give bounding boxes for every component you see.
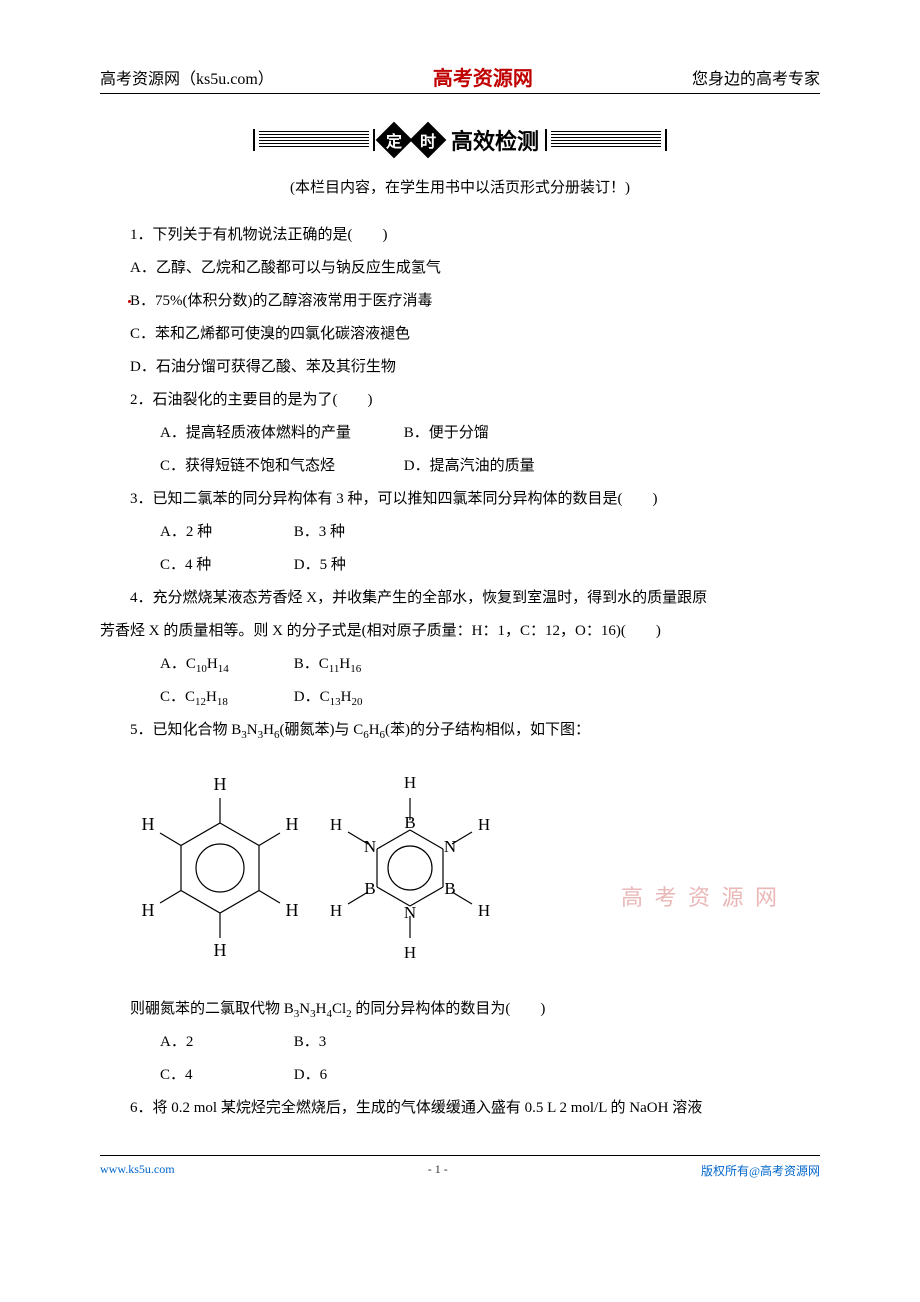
banner-diamond-2-text: 时 xyxy=(420,128,436,152)
q2-opts-row1: A．提高轻质液体燃料的产量 B．便于分馏 xyxy=(100,417,820,450)
q5-opt-b: B．3 xyxy=(264,1026,394,1059)
header-center-logo: 高考资源网 xyxy=(433,62,533,91)
q5-opts-row1: A．2 B．3 xyxy=(100,1026,820,1059)
borazine-ring-3: B xyxy=(444,879,455,898)
q1-opt-a: A．乙醇、乙烷和乙酸都可以与钠反应生成氢气 xyxy=(100,252,820,285)
section-banner: 定 时 高效检测 xyxy=(100,124,820,156)
q1-opt-b-text: B．75%(体积分数)的乙醇溶液常用于医疗消毒 xyxy=(130,293,433,309)
banner-diamond-1-text: 定 xyxy=(386,128,402,152)
q2-stem: 2．石油裂化的主要目的是为了( ) xyxy=(100,384,820,417)
q3-opt-b: B．3 种 xyxy=(264,516,394,549)
q5-opt-d: D．6 xyxy=(264,1059,394,1092)
benzene-H-5: H xyxy=(142,900,155,920)
page-header: 高考资源网（ks5u.com） 高考资源网 您身边的高考专家 xyxy=(100,60,820,94)
banner-rails-left xyxy=(259,131,369,149)
header-right: 您身边的高考专家 xyxy=(692,65,820,89)
benzene-H-3: H xyxy=(286,900,299,920)
benzene-H-1: H xyxy=(214,774,227,794)
footer-right: 版权所有@高考资源网 xyxy=(701,1162,820,1179)
q4-opt-a: A．C10H14 xyxy=(130,648,260,681)
page-footer: www.ks5u.com - 1 - 版权所有@高考资源网 xyxy=(100,1155,820,1179)
q5-opts-row2: C．4 D．6 xyxy=(100,1059,820,1092)
q4-stem-line1: 4．充分燃烧某液态芳香烃 X，并收集产生的全部水，恢复到室温时，得到水的质量跟原 xyxy=(100,582,820,615)
banner-rail-end-left xyxy=(253,129,255,151)
q2-opt-d: D．提高汽油的质量 xyxy=(374,450,614,483)
borazine-H-2: H xyxy=(478,815,490,834)
molecule-svg: H H H H H H xyxy=(140,758,520,978)
borazine-H-3: H xyxy=(478,901,490,920)
q4-opt-d: D．C13H20 xyxy=(264,681,394,714)
borazine-ring-1: B xyxy=(404,813,415,832)
borazine-ring-5: B xyxy=(364,879,375,898)
q2-opts-row2: C．获得短链不饱和气态烃 D．提高汽油的质量 xyxy=(100,450,820,483)
q4-stem-line2: 芳香烃 X 的质量相等。则 X 的分子式是(相对原子质量：H：1，C：12，O：… xyxy=(100,615,820,648)
benzene-H-2: H xyxy=(286,814,299,834)
q1-stem: 1．下列关于有机物说法正确的是( ) xyxy=(100,219,820,252)
borazine-ring-4: N xyxy=(404,903,416,922)
q1-opt-b: B．75%(体积分数)的乙醇溶液常用于医疗消毒 xyxy=(100,285,820,318)
q4-opts-row2: C．C12H18 D．C13H20 xyxy=(100,681,820,714)
footer-left: www.ks5u.com xyxy=(100,1162,175,1179)
q2-opt-c: C．获得短链不饱和气态烃 xyxy=(130,450,370,483)
q5-opt-c: C．4 xyxy=(130,1059,260,1092)
header-left: 高考资源网（ks5u.com） xyxy=(100,65,274,89)
borazine-H-5: H xyxy=(330,901,342,920)
banner-rails-right xyxy=(551,131,661,149)
banner-rail-end-right xyxy=(545,129,547,151)
q4-opts-row1: A．C10H14 B．C11H16 xyxy=(100,648,820,681)
benzene-H-6: H xyxy=(142,814,155,834)
q3-opt-d: D．5 种 xyxy=(264,549,394,582)
q5-opt-a: A．2 xyxy=(130,1026,260,1059)
borazine-H-6: H xyxy=(330,815,342,834)
borazine-ring-2: N xyxy=(444,837,456,856)
banner-rail-end-right2 xyxy=(665,129,667,151)
banner-title: 高效检测 xyxy=(451,124,539,156)
benzene-H-4: H xyxy=(214,940,227,960)
borazine-ring-6: N xyxy=(364,837,376,856)
q3-opt-a: A．2 种 xyxy=(130,516,260,549)
borazine-H-4: H xyxy=(404,943,416,962)
q4-opt-b: B．C11H16 xyxy=(264,648,394,681)
note-text: (本栏目内容，在学生用书中以活页形式分册装订！) xyxy=(100,176,820,197)
q1-opt-c: C．苯和乙烯都可使溴的四氯化碳溶液褪色 xyxy=(100,318,820,351)
q5-ask: 则硼氮苯的二氯取代物 B3N3H4Cl2 的同分异构体的数目为( ) xyxy=(100,993,820,1026)
q2-opt-a: A．提高轻质液体燃料的产量 xyxy=(130,417,370,450)
q4-opt-c: C．C12H18 xyxy=(130,681,260,714)
q5-stem: 5．已知化合物 B3N3H6(硼氮苯)与 C6H6(苯)的分子结构相似，如下图： xyxy=(100,714,820,747)
q3-stem: 3．已知二氯苯的同分异构体有 3 种，可以推知四氯苯同分异构体的数目是( ) xyxy=(100,483,820,516)
q3-opts-row1: A．2 种 B．3 种 xyxy=(100,516,820,549)
q1-opt-d: D．石油分馏可获得乙酸、苯及其衍生物 xyxy=(100,351,820,384)
q3-opts-row2: C．4 种 D．5 种 xyxy=(100,549,820,582)
banner-diamond-2: 时 xyxy=(410,122,447,159)
footer-page-number: - 1 - xyxy=(428,1162,448,1179)
q6-stem: 6．将 0.2 mol 某烷烃完全燃烧后，生成的气体缓缓通入盛有 0.5 L 2… xyxy=(100,1092,820,1125)
borazine-H-1: H xyxy=(404,773,416,792)
q5-structure-diagram: H H H H H H xyxy=(140,758,820,983)
q3-opt-c: C．4 种 xyxy=(130,549,260,582)
banner-diamond-1: 定 xyxy=(376,122,413,159)
q2-opt-b: B．便于分馏 xyxy=(374,417,614,450)
